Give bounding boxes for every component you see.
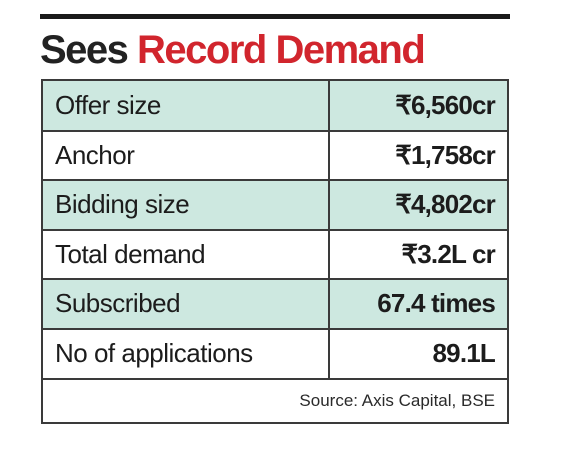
headline: Sees Record Demand xyxy=(40,22,426,78)
table-row: Anchor ₹1,758cr xyxy=(43,130,507,181)
headline-part-2: Record Demand xyxy=(137,28,426,72)
row-value: 67.4 times xyxy=(329,279,507,330)
table-row: Total demand ₹3.2L cr xyxy=(43,229,507,280)
row-value: 89.1L xyxy=(432,338,496,369)
table-row: Bidding size ₹4,802cr xyxy=(43,180,507,231)
row-value: ₹4,802cr xyxy=(329,180,507,231)
row-label: Anchor xyxy=(43,130,330,181)
row-label: Bidding size xyxy=(43,180,330,231)
top-rule xyxy=(40,14,510,19)
row-label: Offer size xyxy=(43,81,330,132)
row-value: ₹1,758cr xyxy=(329,130,507,181)
table-row: Offer size ₹6,560cr xyxy=(43,81,507,132)
table-row: Subscribed 67.4 times xyxy=(43,279,507,330)
row-label: No of applications xyxy=(43,328,330,378)
row-value: ₹6,560cr xyxy=(329,81,507,132)
row-label: Subscribed xyxy=(43,279,330,330)
table-row: No of applications 89.1L xyxy=(43,328,507,378)
row-label: Total demand xyxy=(43,229,330,280)
row-value: ₹3.2L cr xyxy=(329,229,507,280)
data-table: Offer size ₹6,560cr Anchor ₹1,758cr Bidd… xyxy=(41,79,509,424)
source-note: Source: Axis Capital, BSE xyxy=(43,378,507,422)
headline-part-1: Sees xyxy=(40,28,129,72)
